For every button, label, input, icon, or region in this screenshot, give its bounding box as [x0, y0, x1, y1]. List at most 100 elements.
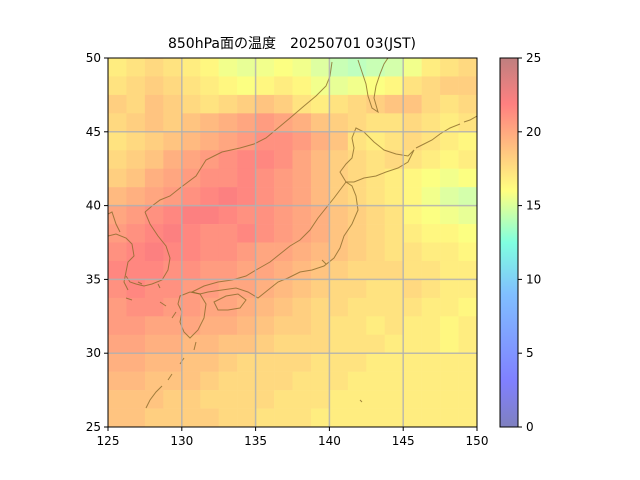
temperature-cell	[274, 279, 293, 299]
temperature-cell	[144, 150, 164, 169]
temperature-cell	[108, 260, 127, 280]
temperature-cell	[255, 260, 275, 280]
temperature-cell	[440, 334, 459, 354]
temperature-cell	[458, 205, 477, 225]
temperature-cell	[274, 316, 293, 336]
temperature-cell	[200, 187, 219, 206]
y-tick-label: 30	[86, 346, 101, 360]
temperature-cell	[200, 353, 219, 372]
x-tick-label: 135	[244, 434, 267, 448]
temperature-cells	[108, 58, 477, 427]
temperature-cell	[458, 408, 477, 427]
temperature-cell	[255, 76, 275, 96]
temperature-cell	[200, 205, 219, 225]
temperature-cell	[163, 408, 183, 427]
temperature-cell	[108, 113, 127, 133]
temperature-cell	[403, 390, 422, 409]
temperature-cell	[237, 316, 256, 336]
temperature-cell	[181, 242, 201, 262]
temperature-cell	[108, 297, 127, 317]
temperature-cell	[163, 205, 183, 225]
temperature-cell	[163, 316, 183, 336]
temperature-cell	[384, 242, 404, 262]
temperature-cell	[126, 371, 146, 391]
temperature-cell	[310, 113, 330, 133]
temperature-cell	[163, 371, 183, 391]
temperature-cell	[421, 408, 441, 427]
temperature-cell	[181, 94, 201, 114]
temperature-cell	[237, 408, 256, 427]
temperature-cell	[274, 94, 293, 114]
temperature-cell	[126, 279, 146, 299]
temperature-cell	[440, 316, 459, 336]
temperature-cell	[126, 168, 146, 188]
temperature-cell	[421, 58, 441, 77]
temperature-cell	[144, 316, 164, 336]
temperature-cell	[144, 113, 164, 133]
temperature-cell	[384, 371, 404, 391]
temperature-cell	[347, 205, 367, 225]
temperature-cell	[163, 390, 183, 409]
temperature-cell	[310, 408, 330, 427]
temperature-cell	[310, 150, 330, 169]
y-tick-label: 45	[86, 125, 101, 139]
temperature-cell	[200, 76, 219, 96]
temperature-cell	[403, 297, 422, 317]
temperature-cell	[237, 371, 256, 391]
temperature-cell	[329, 58, 349, 77]
temperature-cell	[347, 94, 367, 114]
temperature-cell	[384, 390, 404, 409]
temperature-cell	[237, 150, 256, 169]
temperature-cell	[163, 168, 183, 188]
temperature-cell	[440, 371, 459, 391]
temperature-cell	[366, 316, 386, 336]
temperature-cell	[347, 113, 367, 133]
temperature-cell	[310, 353, 330, 372]
temperature-cell	[421, 205, 441, 225]
temperature-cell	[126, 390, 146, 409]
temperature-cell	[181, 150, 201, 169]
temperature-cell	[421, 260, 441, 280]
temperature-cell	[126, 94, 146, 114]
temperature-cell	[403, 150, 422, 169]
temperature-cell	[384, 408, 404, 427]
temperature-cell	[237, 242, 256, 262]
temperature-cell	[144, 353, 164, 372]
temperature-cell	[163, 150, 183, 169]
temperature-cell	[384, 168, 404, 188]
temperature-cell	[310, 94, 330, 114]
temperature-cell	[292, 76, 312, 96]
temperature-cell	[292, 205, 312, 225]
temperature-cell	[218, 242, 238, 262]
colorbar-tick-label: 15	[526, 199, 541, 213]
coastline-small-islands	[125, 259, 363, 403]
temperature-cell	[126, 205, 146, 225]
temperature-cell	[144, 168, 164, 188]
temperature-cell	[310, 76, 330, 96]
temperature-cell	[144, 224, 164, 243]
temperature-cell	[347, 187, 367, 206]
temperature-cell	[347, 58, 367, 77]
temperature-cell	[440, 168, 459, 188]
temperature-cell	[144, 408, 164, 427]
temperature-cell	[108, 242, 127, 262]
temperature-cell	[126, 242, 146, 262]
temperature-cell	[181, 205, 201, 225]
temperature-cell	[421, 113, 441, 133]
temperature-cell	[440, 279, 459, 299]
temperature-cell	[403, 316, 422, 336]
temperature-cell	[366, 113, 386, 133]
temperature-cell	[237, 168, 256, 188]
temperature-cell	[237, 390, 256, 409]
temperature-cell	[144, 58, 164, 77]
temperature-cell	[440, 297, 459, 317]
temperature-cell	[366, 260, 386, 280]
temperature-cell	[421, 390, 441, 409]
temperature-cell	[200, 224, 219, 243]
temperature-cell	[329, 131, 349, 151]
temperature-cell	[108, 334, 127, 354]
temperature-cell	[274, 408, 293, 427]
temperature-cell	[274, 150, 293, 169]
temperature-cell	[163, 113, 183, 133]
temperature-cell	[347, 371, 367, 391]
